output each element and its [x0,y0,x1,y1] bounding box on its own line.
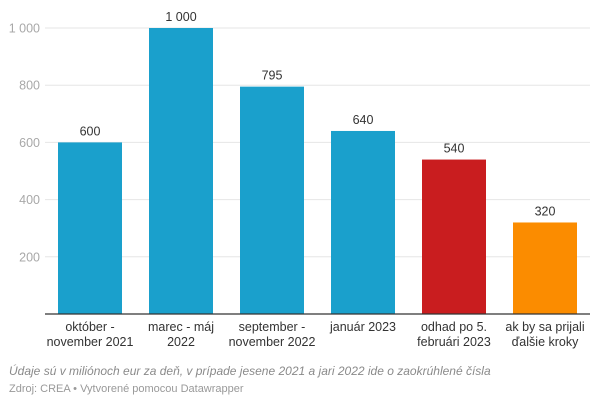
y-tick-label: 600 [19,136,40,150]
y-tick-label: 1 000 [9,22,40,36]
x-axis-label: ďalšie kroky [512,335,579,349]
data-label: 640 [353,113,374,127]
x-axis-label: október - [65,320,114,334]
bar [58,142,122,314]
data-label: 795 [262,69,283,83]
y-tick-label: 800 [19,79,40,93]
bar [331,130,395,314]
data-label: 540 [444,142,465,156]
x-axis-label: 2022 [167,335,195,349]
bar [513,222,577,314]
y-tick-label: 200 [19,250,40,264]
footnote: Údaje sú v miliónoch eur za deň, v prípa… [9,364,491,378]
source-credit: Zdroj: CREA • Vytvorené pomocou Datawrap… [9,383,244,395]
x-axis-label: februári 2023 [417,335,491,349]
bar [240,86,304,314]
y-tick-label: 400 [19,193,40,207]
data-label: 600 [80,124,101,138]
x-axis-label: január 2023 [329,320,396,334]
x-axis-label: november 2022 [229,335,316,349]
data-label: 1 000 [165,10,196,24]
x-axis-label: november 2021 [47,335,134,349]
bar [149,28,213,314]
bar [422,159,486,314]
x-axis-label: ak by sa prijali [505,320,584,334]
x-axis-label: odhad po 5. [421,320,487,334]
x-axis-label: september - [239,320,306,334]
x-axis-label: marec - máj [148,320,214,334]
data-label: 320 [535,204,556,218]
